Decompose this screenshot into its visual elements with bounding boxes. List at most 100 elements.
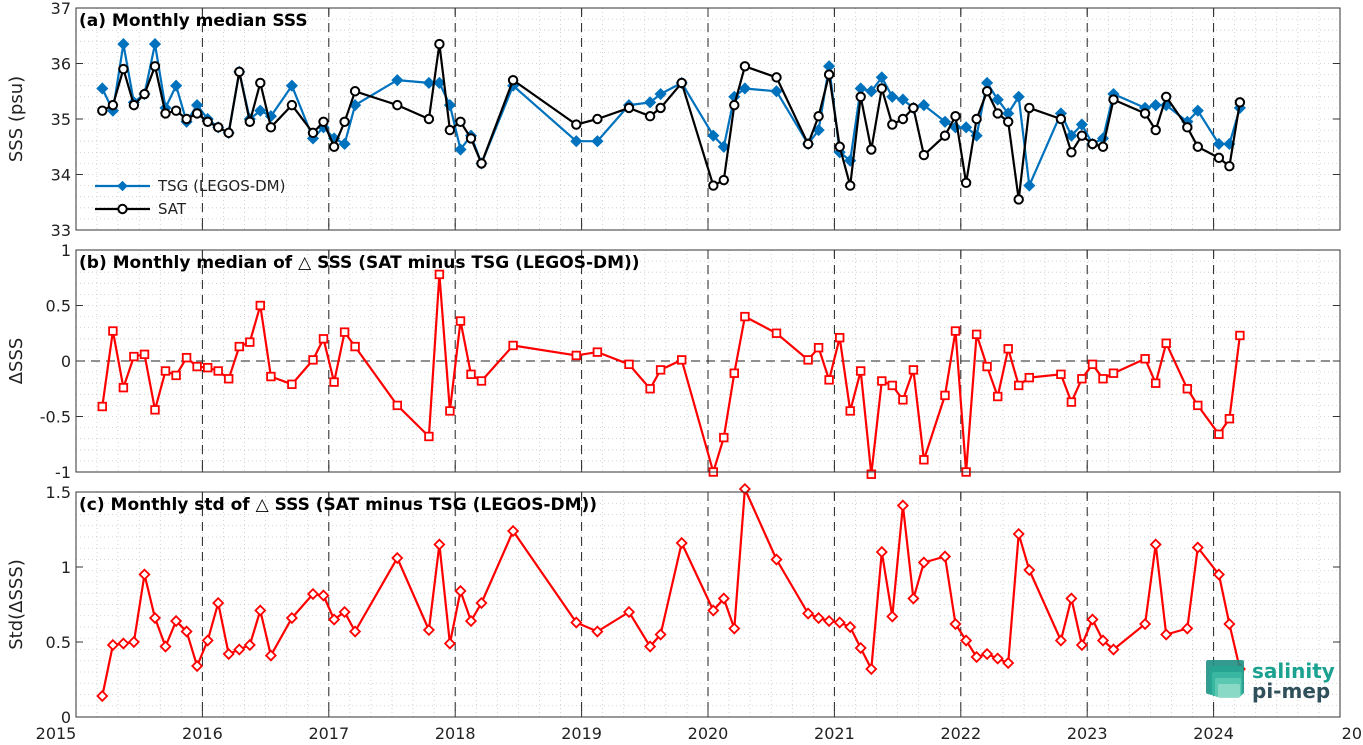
x-tick-label: 2024 (1193, 724, 1234, 743)
y-tick-label: 35 (51, 110, 71, 129)
data-point (950, 111, 961, 122)
data-point (107, 99, 119, 111)
data-point (740, 311, 750, 322)
data-point (1056, 369, 1066, 380)
data-point (129, 351, 139, 362)
data-point (507, 524, 520, 538)
data-point (433, 76, 446, 89)
data-point (170, 79, 183, 92)
data-point (213, 122, 224, 133)
data-point (1024, 102, 1035, 114)
y-tick-label: 34 (51, 166, 71, 185)
data-point (876, 83, 887, 94)
data-point (1224, 160, 1235, 172)
data-point (96, 689, 109, 703)
data-point (991, 652, 1004, 665)
data-point (982, 361, 992, 372)
data-point (887, 119, 898, 130)
data-point (287, 379, 297, 390)
data-point (318, 116, 329, 127)
data-point (571, 119, 582, 130)
data-point (896, 499, 909, 512)
data-point (338, 605, 351, 619)
data-point (349, 625, 362, 638)
data-point (970, 650, 983, 664)
logo-text-salinity: salinity (1252, 659, 1335, 683)
data-point (844, 620, 857, 634)
data-point (1161, 91, 1172, 103)
y-tick-label: 0.5 (46, 633, 71, 652)
data-point (202, 116, 213, 127)
x-tick-label: 2023 (1067, 724, 1108, 743)
data-point (738, 482, 751, 496)
data-point (1087, 138, 1098, 150)
data-point (865, 85, 878, 98)
data-point (139, 349, 150, 360)
y-axis-label: ΔSSS (6, 338, 27, 385)
data-point (719, 432, 729, 443)
data-point (886, 610, 899, 623)
data-point (127, 635, 140, 649)
data-point (1192, 141, 1204, 152)
data-point (813, 111, 824, 122)
x-tick-label: 2020 (688, 724, 729, 743)
data-point (433, 538, 446, 551)
data-point (1075, 638, 1088, 652)
legend-label-tsg: TSG (LEGOS-DM) (157, 177, 285, 195)
data-point (812, 124, 825, 137)
data-point (1214, 429, 1224, 439)
data-point (222, 647, 235, 661)
data-point (213, 366, 223, 376)
data-point (1012, 527, 1025, 541)
data-point (854, 641, 867, 655)
data-point (328, 613, 341, 626)
data-point (887, 380, 897, 391)
data-point (738, 82, 751, 95)
data-point (97, 105, 108, 116)
data-point (1013, 380, 1024, 391)
series-sat (97, 38, 1246, 205)
data-point (1003, 116, 1014, 127)
data-point (1212, 568, 1225, 581)
data-point (655, 102, 666, 114)
panel-c: 0 0.5 1 1.5 2015 2016 2017 2018 2019 2020 2021 2022… (6, 482, 1363, 743)
data-point (149, 61, 161, 72)
data-point (592, 347, 603, 357)
data-point (243, 638, 256, 652)
data-point (1181, 622, 1194, 635)
data-point (875, 545, 888, 559)
data-point (992, 108, 1003, 119)
y-tick-label: 1 (61, 558, 71, 577)
data-point (148, 38, 162, 51)
data-point (308, 355, 318, 365)
data-point (938, 550, 952, 563)
data-point (391, 551, 404, 565)
data-point (117, 38, 130, 51)
data-point (329, 377, 339, 387)
data-point (591, 135, 604, 148)
series-delta (97, 269, 1245, 479)
data-point (718, 174, 729, 186)
data-point (770, 85, 783, 98)
data-point (160, 108, 171, 119)
data-point (181, 352, 192, 363)
legend: TSG (LEGOS-DM) SAT (95, 177, 285, 218)
data-point (770, 553, 783, 566)
data-point (802, 607, 815, 620)
data-point (654, 87, 667, 101)
y-tick-label: 0 (61, 708, 71, 727)
data-point (1161, 338, 1171, 348)
data-point (908, 365, 919, 375)
data-point (422, 76, 435, 89)
panel-title: (a) Monthly median SSS (79, 11, 308, 31)
data-point (265, 122, 277, 133)
y-axis-label: Std(ΔSSS) (6, 559, 27, 650)
data-point (245, 337, 255, 347)
data-point (717, 140, 730, 153)
data-point (919, 455, 929, 465)
data-point (960, 121, 973, 134)
data-point (1149, 99, 1162, 112)
data-point (571, 350, 581, 361)
